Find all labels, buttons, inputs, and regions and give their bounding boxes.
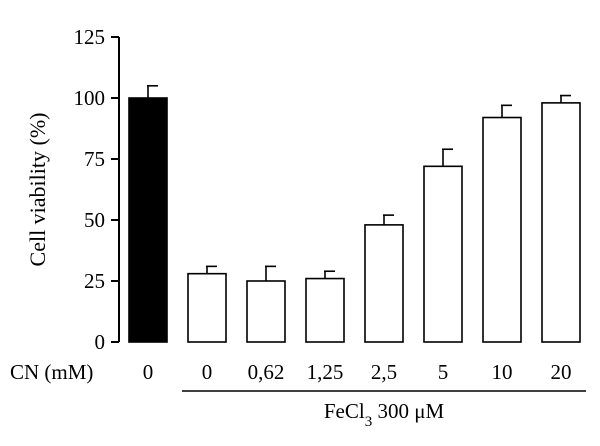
bar: [305, 277, 345, 343]
x-category-labels: 0 0 0,62 1,25 2,5 5 10 20: [143, 360, 572, 384]
y-tick-label: 0: [95, 330, 106, 354]
bar: [482, 116, 522, 343]
y-axis-title: Cell viability (%): [25, 113, 50, 267]
y-tick-label: 125: [74, 25, 106, 49]
x-tick-label: 20: [551, 360, 572, 384]
bars: [128, 85, 581, 343]
y-tick-label: 100: [74, 86, 106, 110]
x-tick-label: 0,62: [248, 360, 285, 384]
group-annotation: FeCl3 300 μM: [182, 390, 586, 430]
group-label: FeCl3 300 μM: [324, 399, 445, 430]
bar: [423, 165, 463, 343]
x-tick-label: 5: [438, 360, 449, 384]
y-tick-label: 75: [84, 147, 105, 171]
y-tick-label: 50: [84, 208, 105, 232]
x-row-label: CN (mM): [10, 360, 93, 384]
bar: [541, 102, 581, 343]
bar: [128, 97, 168, 343]
bar: [364, 224, 404, 343]
x-tick-label: 2,5: [371, 360, 397, 384]
bar: [187, 272, 227, 343]
x-tick-label: 1,25: [307, 360, 344, 384]
x-tick-label: 0: [202, 360, 213, 384]
x-tick-label: 10: [492, 360, 513, 384]
x-tick-label: 0: [143, 360, 154, 384]
y-axis: 0 25 50 75 100 125: [74, 25, 120, 354]
bar: [246, 280, 286, 343]
y-tick-label: 25: [84, 269, 105, 293]
